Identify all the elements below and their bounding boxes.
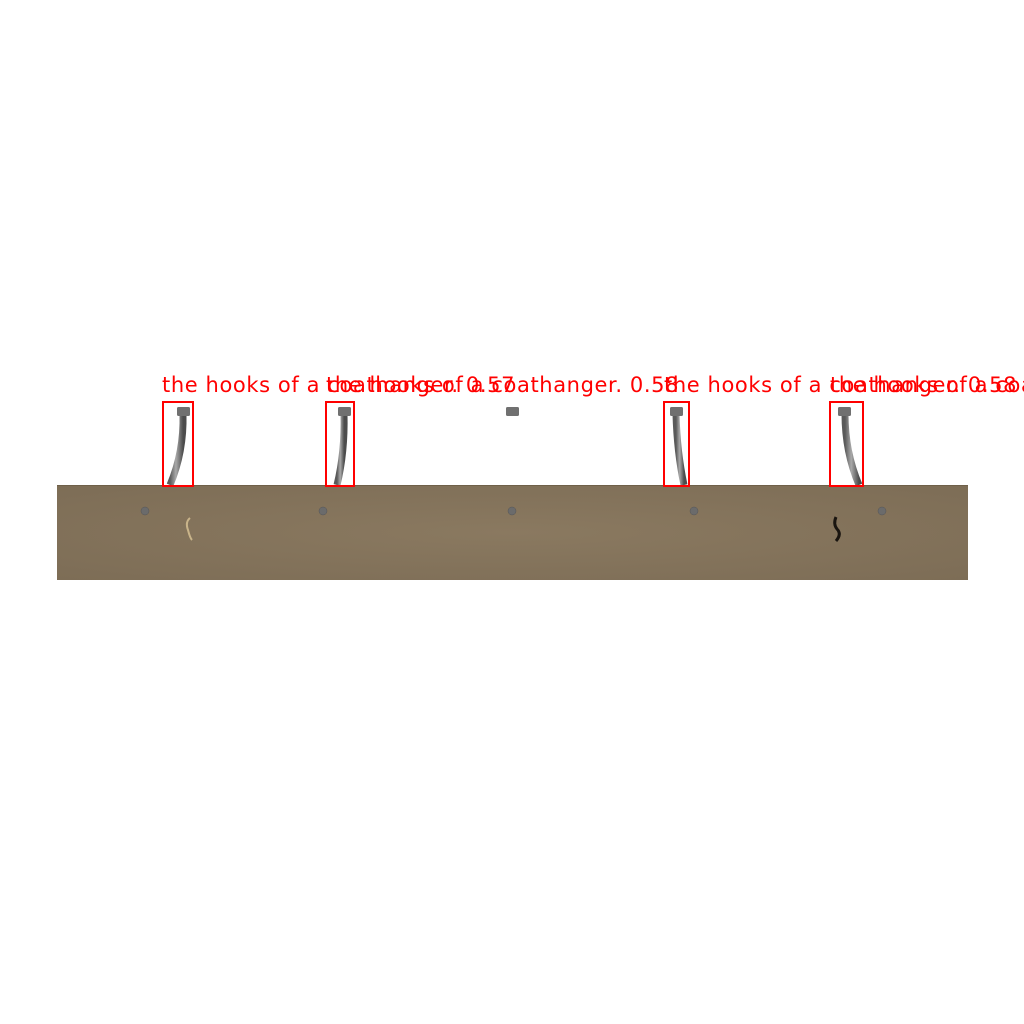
detection-boxes xyxy=(162,401,864,487)
detection-box xyxy=(663,401,690,487)
screw xyxy=(689,506,699,516)
screw xyxy=(507,506,517,516)
detection-box xyxy=(325,401,355,487)
board-mark xyxy=(833,516,841,542)
detection-label: the hooks of a coathanger. 0.57 xyxy=(162,373,516,397)
hook xyxy=(506,407,519,485)
detection-box xyxy=(829,401,864,487)
hook xyxy=(166,407,190,487)
hook xyxy=(670,407,688,486)
screw xyxy=(877,506,887,516)
detection-label: the hooks of a coathanger. 0.58 xyxy=(326,373,680,397)
hook xyxy=(333,407,351,486)
detection-label: the hooks of a coathanger. 0.58 xyxy=(664,373,1018,397)
screw xyxy=(140,506,150,516)
board-mark xyxy=(185,517,193,541)
screw xyxy=(318,506,328,516)
coat-rack-board xyxy=(57,485,968,580)
screws xyxy=(140,506,887,516)
detection-box xyxy=(162,401,194,487)
hook xyxy=(838,407,863,487)
detection-label: the hooks of a coathanger. 0.58 xyxy=(830,373,1024,397)
